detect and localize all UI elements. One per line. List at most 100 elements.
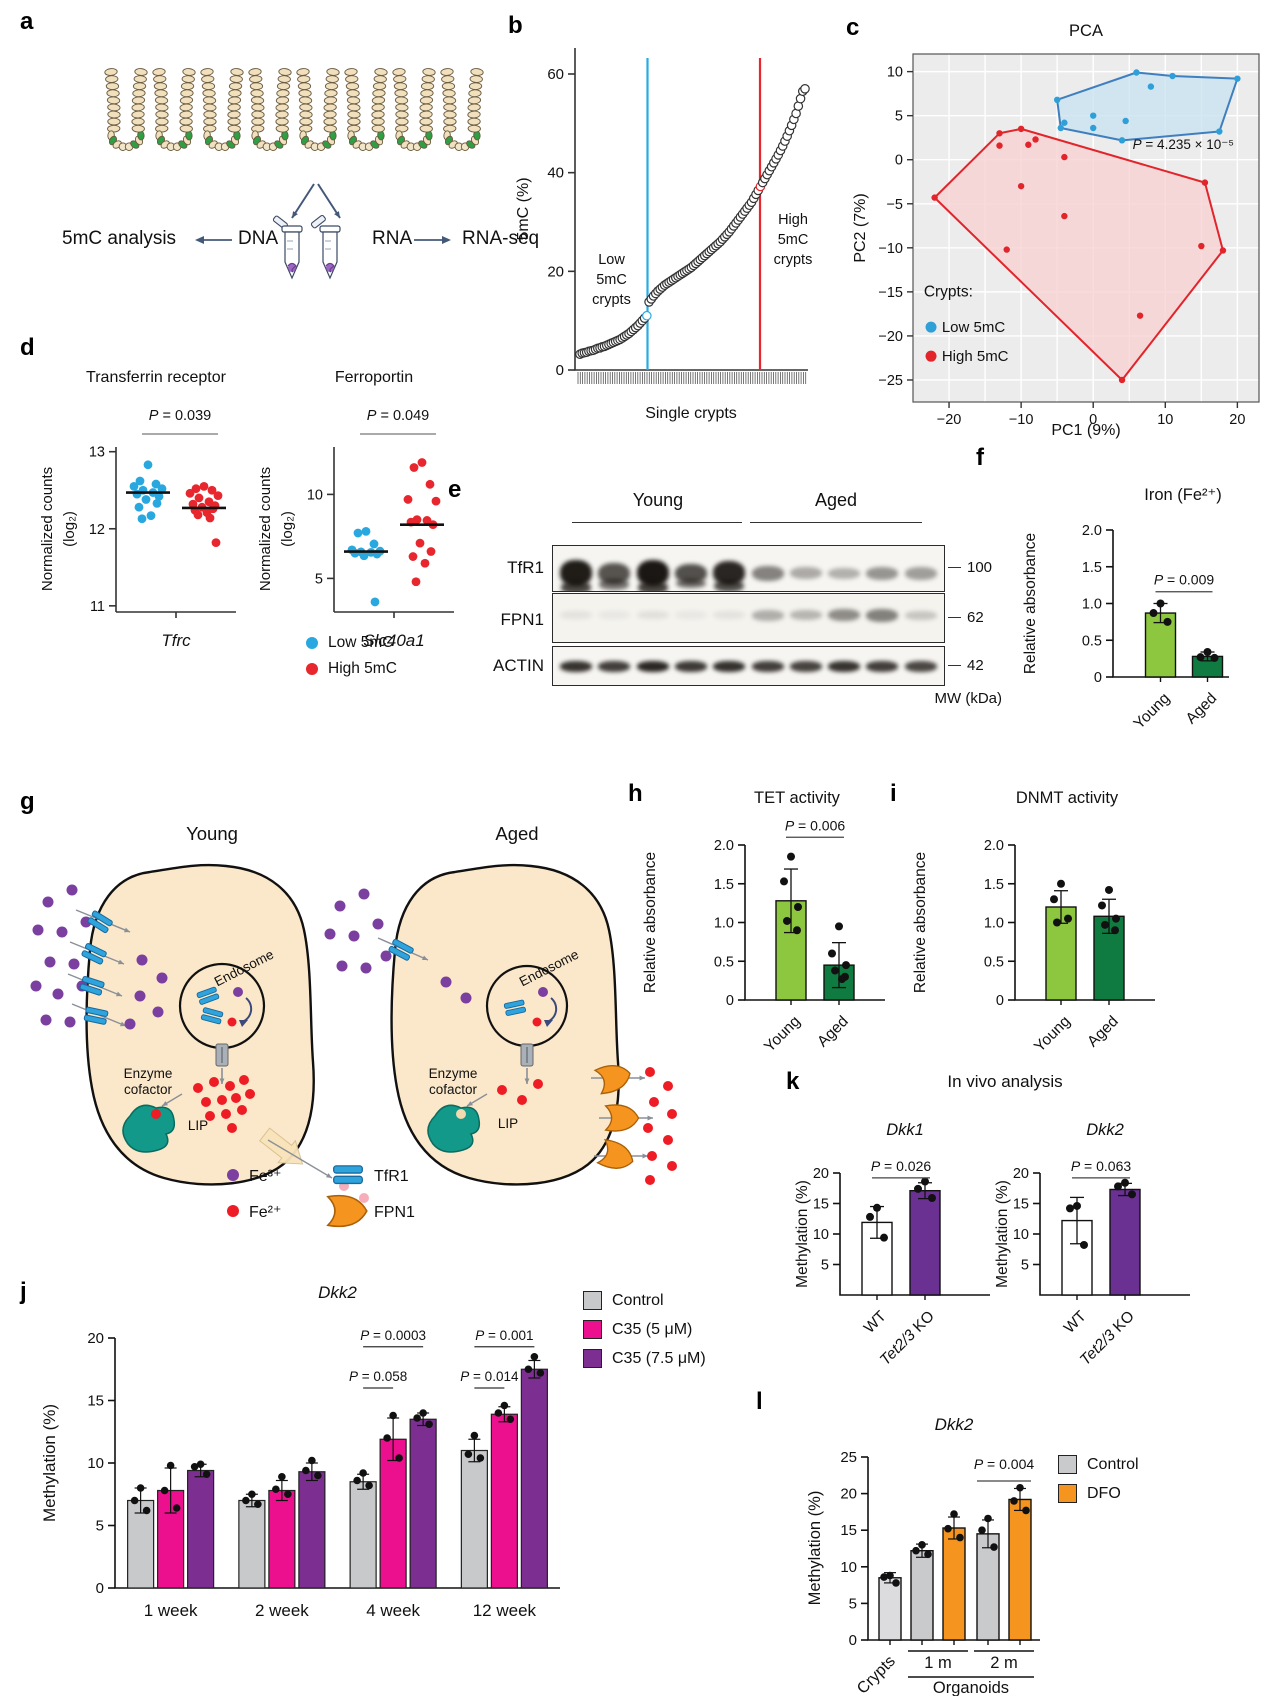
svg-text:WT: WT bbox=[861, 1307, 890, 1336]
svg-text:−20: −20 bbox=[878, 329, 903, 345]
svg-text:11: 11 bbox=[90, 599, 105, 615]
svg-text:FPN1: FPN1 bbox=[374, 1204, 415, 1221]
blot-group-aged: Aged bbox=[814, 490, 858, 510]
western-blot-panel: Young Aged TfR1 FPN1 ACTIN 100 62 42 MW … bbox=[440, 470, 1005, 710]
svg-text:Dkk2: Dkk2 bbox=[318, 1283, 357, 1302]
panel-label-a: a bbox=[20, 8, 34, 35]
svg-text:Aged: Aged bbox=[1084, 1013, 1122, 1051]
svg-text:Enzyme: Enzyme bbox=[429, 1066, 478, 1081]
blot-row-label-actin: ACTIN bbox=[493, 656, 544, 675]
svg-text:Normalized counts: Normalized counts bbox=[39, 467, 56, 591]
svg-text:15: 15 bbox=[87, 1393, 104, 1410]
svg-text:Low 5mC: Low 5mC bbox=[942, 319, 1006, 336]
blot-group-young: Young bbox=[632, 490, 684, 510]
svg-text:P = 0.006: P = 0.006 bbox=[785, 817, 846, 833]
panel-label-c: c bbox=[846, 14, 860, 41]
legend-control-label: Control bbox=[612, 1291, 664, 1309]
svg-text:−20: −20 bbox=[937, 412, 962, 428]
blot-row-label-fpn1: FPN1 bbox=[500, 610, 544, 629]
label-rna: RNA bbox=[372, 228, 413, 249]
svg-text:Fe³⁺: Fe³⁺ bbox=[249, 1168, 281, 1185]
dfo-swatch-icon bbox=[1058, 1484, 1077, 1503]
svg-text:−15: −15 bbox=[878, 285, 903, 301]
svg-text:5: 5 bbox=[849, 1595, 857, 1612]
svg-text:5: 5 bbox=[821, 1258, 829, 1274]
label-dna: DNA bbox=[238, 228, 279, 249]
svg-text:Slc40a1: Slc40a1 bbox=[363, 631, 424, 650]
svg-text:DNMT activity: DNMT activity bbox=[1016, 789, 1119, 807]
aged-underline bbox=[750, 522, 922, 523]
young-underline bbox=[572, 522, 742, 523]
svg-text:Organoids: Organoids bbox=[933, 1679, 1009, 1696]
panel-label-b: b bbox=[508, 12, 523, 39]
svg-text:0.5: 0.5 bbox=[984, 954, 1004, 970]
chart-dkk2-invivo: Dkk2 5 10 15 20 Methylation (%) WT Tet2/3 KO P =… bbox=[994, 1105, 1200, 1395]
svg-text:2.0: 2.0 bbox=[714, 838, 734, 854]
mw-value-100: 100 bbox=[967, 559, 993, 576]
svg-text:P = 0.014: P = 0.014 bbox=[460, 1369, 519, 1384]
svg-text:−5: −5 bbox=[886, 197, 903, 213]
svg-text:P = 0.063: P = 0.063 bbox=[1071, 1158, 1132, 1174]
svg-text:0: 0 bbox=[849, 1632, 857, 1649]
svg-text:Young: Young bbox=[761, 1013, 804, 1056]
legend-dfo-label: DFO bbox=[1087, 1484, 1121, 1502]
chart-dkk1-invivo: Dkk1 5 10 15 20 Methylation (%) WT Tet2/3 KO P =… bbox=[794, 1105, 1000, 1395]
svg-text:Low: Low bbox=[598, 252, 625, 268]
svg-text:25: 25 bbox=[840, 1449, 857, 1466]
panel-label-k: k bbox=[786, 1068, 800, 1095]
c35-5-swatch-icon bbox=[583, 1320, 602, 1339]
arrow-left-icon bbox=[195, 236, 232, 244]
control-l-swatch-icon bbox=[1058, 1455, 1077, 1474]
svg-text:2.0: 2.0 bbox=[984, 838, 1004, 854]
chart-dnmt-activity: DNMT activity 0 0.5 1.0 1.5 2.0 Relative absor… bbox=[895, 765, 1225, 1095]
svg-text:5mC (%): 5mC (%) bbox=[515, 177, 532, 240]
k-title: In vivo analysis bbox=[947, 1072, 1063, 1091]
svg-text:15: 15 bbox=[1013, 1197, 1029, 1213]
svg-text:10: 10 bbox=[887, 65, 903, 81]
svg-text:P = 0.009: P = 0.009 bbox=[1154, 572, 1215, 588]
svg-text:60: 60 bbox=[547, 66, 564, 83]
chart-slc40a1: Ferroportin P = 0.049 5 10 Normalized counts… bbox=[246, 352, 464, 684]
mw-dash-62 bbox=[948, 617, 961, 618]
svg-text:10: 10 bbox=[307, 487, 323, 503]
svg-text:4 week: 4 week bbox=[366, 1601, 420, 1620]
svg-text:Methylation (%): Methylation (%) bbox=[806, 1491, 824, 1606]
svg-text:0: 0 bbox=[726, 993, 734, 1009]
chart-dkk2-timecourse: Dkk2 0 5 10 15 20 Methylation (%) 1 week 2 week 4… bbox=[30, 1268, 680, 1658]
svg-text:0: 0 bbox=[996, 993, 1004, 1009]
svg-text:crypts: crypts bbox=[592, 292, 631, 308]
svg-text:0: 0 bbox=[556, 362, 564, 379]
chart-dkk2-organoids: Dkk2 0 5 10 15 20 25 Methylation (%) P = 0.004 Cr… bbox=[790, 1372, 1090, 1696]
svg-text:Methylation (%): Methylation (%) bbox=[994, 1180, 1011, 1288]
crypt-illustration bbox=[104, 68, 484, 151]
svg-text:20: 20 bbox=[547, 263, 564, 280]
svg-text:Iron (Fe²⁺): Iron (Fe²⁺) bbox=[1144, 486, 1221, 504]
svg-text:Single crypts: Single crypts bbox=[645, 405, 737, 422]
svg-text:High 5mC: High 5mC bbox=[942, 348, 1009, 365]
svg-text:5: 5 bbox=[96, 1518, 104, 1535]
arrow-right-icon bbox=[414, 236, 451, 244]
svg-text:Methylation (%): Methylation (%) bbox=[794, 1180, 811, 1288]
svg-text:20: 20 bbox=[840, 1486, 857, 1503]
svg-text:2 week: 2 week bbox=[255, 1601, 309, 1620]
svg-text:Crypts:: Crypts: bbox=[924, 283, 973, 300]
legend-5mc-groups: Low 5mC High 5mC bbox=[306, 634, 397, 678]
panel-label-l: l bbox=[756, 1388, 763, 1415]
legend-item-dfo: DFO bbox=[1058, 1484, 1139, 1503]
panel-label-i: i bbox=[890, 780, 897, 807]
svg-text:0: 0 bbox=[1094, 670, 1102, 686]
svg-text:P = 0.001: P = 0.001 bbox=[475, 1328, 533, 1343]
svg-text:Methylation (%): Methylation (%) bbox=[40, 1404, 59, 1522]
svg-text:40: 40 bbox=[547, 165, 564, 182]
legend-item-low-5mc: Low 5mC bbox=[306, 634, 397, 652]
legend-control-l-label: Control bbox=[1087, 1455, 1139, 1473]
svg-text:PC2 (7%): PC2 (7%) bbox=[852, 193, 869, 262]
legend-item-c35-75: C35 (7.5 μM) bbox=[583, 1349, 706, 1368]
blot-strip-tfr1 bbox=[552, 545, 945, 592]
control-swatch-icon bbox=[583, 1291, 602, 1310]
svg-text:0: 0 bbox=[96, 1580, 104, 1597]
svg-text:Dkk2: Dkk2 bbox=[1086, 1121, 1124, 1139]
svg-text:TfR1: TfR1 bbox=[374, 1168, 409, 1185]
panel-label-f: f bbox=[976, 444, 984, 471]
svg-text:−10: −10 bbox=[878, 241, 903, 257]
